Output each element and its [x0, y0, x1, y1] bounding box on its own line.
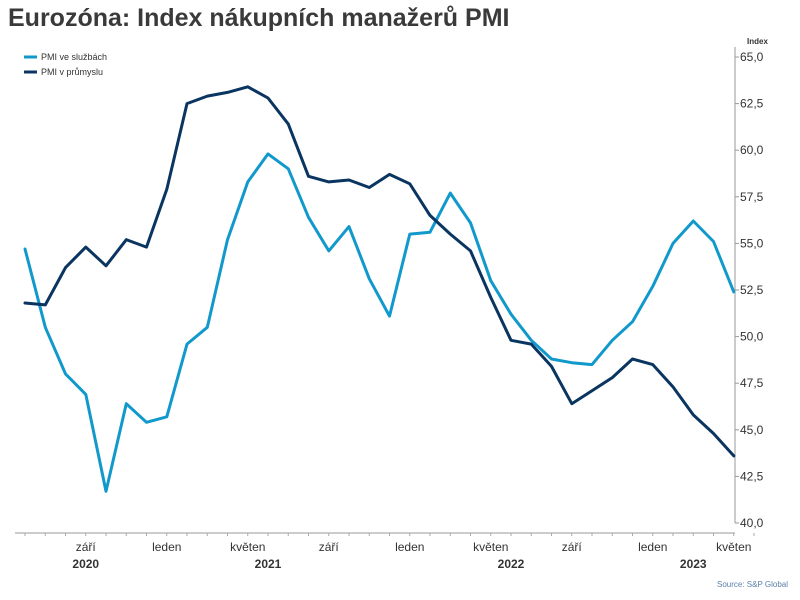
- x-tick-label: září: [319, 540, 340, 554]
- y-tick-label: 42,5: [740, 469, 764, 483]
- y-tick-label: 40,0: [740, 516, 764, 530]
- y-axis-unit-label: Index: [747, 37, 768, 46]
- x-tick-label: květen: [473, 540, 508, 554]
- y-tick-label: 55,0: [740, 236, 764, 250]
- year-label: 2023: [680, 557, 707, 571]
- legend-label: PMI v průmyslu: [41, 67, 103, 77]
- chart-title: Eurozóna: Index nákupních manažerů PMI: [8, 4, 510, 32]
- legend-label: PMI ve službách: [41, 52, 107, 62]
- source-note: Source: S&P Global: [716, 580, 788, 589]
- x-tick-label: květen: [716, 540, 751, 554]
- year-label: 2022: [498, 557, 525, 571]
- x-tick-label: leden: [395, 540, 424, 554]
- y-tick-label: 60,0: [740, 143, 764, 157]
- year-label: 2021: [255, 557, 282, 571]
- series-line-manufacturing: [23, 85, 736, 458]
- y-tick-label: 65,0: [740, 50, 764, 64]
- y-tick-label: 62,5: [740, 97, 764, 111]
- y-tick-label: 57,5: [740, 190, 764, 204]
- x-tick-label: leden: [638, 540, 667, 554]
- x-tick-label: květen: [230, 540, 265, 554]
- x-tick-label: leden: [152, 540, 181, 554]
- y-tick-label: 45,0: [740, 423, 764, 437]
- x-tick-label: září: [562, 540, 583, 554]
- year-label: 2020: [72, 557, 99, 571]
- y-tick-label: 50,0: [740, 330, 764, 344]
- y-tick-label: 52,5: [740, 283, 764, 297]
- x-tick-label: září: [76, 540, 97, 554]
- y-tick-label: 47,5: [740, 376, 764, 390]
- series-line-services: [23, 152, 736, 493]
